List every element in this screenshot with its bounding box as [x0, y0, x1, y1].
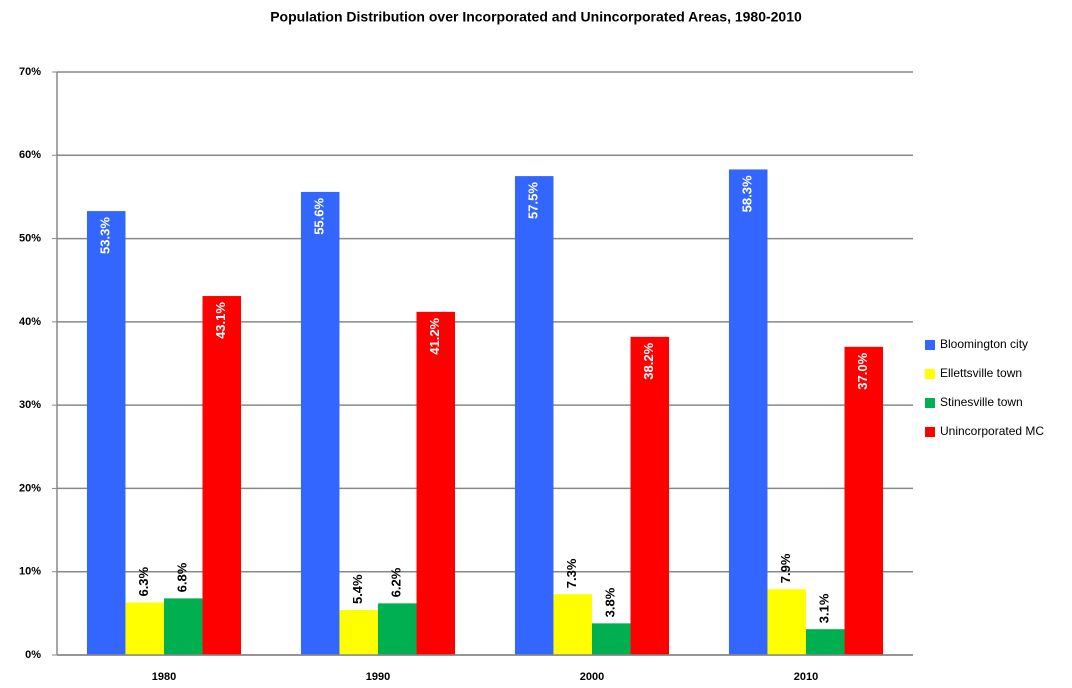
legend-swatch [925, 398, 935, 408]
bar [339, 610, 378, 655]
y-tick-label: 20% [19, 482, 41, 494]
y-tick-label: 30% [19, 399, 41, 411]
y-tick-label: 60% [19, 149, 41, 161]
bar [592, 623, 631, 655]
legend-label: Ellettsville town [940, 366, 1022, 380]
legend-label: Unincorporated MC [940, 424, 1044, 438]
value-label: 57.5% [526, 182, 541, 219]
legend-swatch [925, 340, 935, 350]
value-label: 7.9% [778, 553, 793, 583]
x-tick-label: 2000 [580, 671, 604, 683]
y-tick-label: 0% [25, 649, 41, 661]
chart-title: Population Distribution over Incorporate… [270, 9, 802, 25]
y-tick-label: 40% [19, 316, 41, 328]
bar [844, 346, 884, 655]
value-label: 5.4% [350, 574, 365, 604]
value-label: 37.0% [855, 352, 870, 389]
bar [125, 602, 164, 655]
y-tick-label: 70% [19, 66, 41, 78]
bar [553, 594, 592, 655]
legend-swatch [925, 369, 935, 379]
bar [416, 311, 456, 655]
value-label: 58.3% [740, 175, 755, 212]
bar [728, 169, 768, 656]
value-label: 38.2% [641, 342, 656, 379]
bar [806, 629, 845, 655]
value-label: 3.1% [817, 593, 832, 623]
legend-label: Bloomington city [940, 337, 1028, 351]
value-label: 6.8% [175, 562, 190, 592]
legend-swatch [925, 427, 935, 437]
bar [514, 176, 554, 655]
value-label: 6.2% [389, 567, 404, 597]
x-tick-label: 2010 [794, 671, 818, 683]
value-label: 43.1% [213, 302, 228, 339]
bar [630, 336, 670, 655]
bar [378, 603, 417, 655]
bar [202, 296, 242, 655]
legend-label: Stinesville town [940, 395, 1023, 409]
x-tick-label: 1980 [152, 671, 176, 683]
x-tick-label: 1990 [366, 671, 390, 683]
value-label: 41.2% [427, 317, 442, 354]
bar [164, 598, 203, 655]
value-label: 3.8% [603, 587, 618, 617]
value-label: 53.3% [98, 217, 113, 254]
bar [300, 191, 340, 655]
y-tick-label: 50% [19, 232, 41, 244]
value-label: 6.3% [136, 566, 151, 596]
y-tick-label: 10% [19, 566, 41, 578]
value-label: 55.6% [312, 198, 327, 235]
value-label: 7.3% [564, 558, 579, 588]
bar [86, 211, 126, 655]
bar [767, 589, 806, 655]
